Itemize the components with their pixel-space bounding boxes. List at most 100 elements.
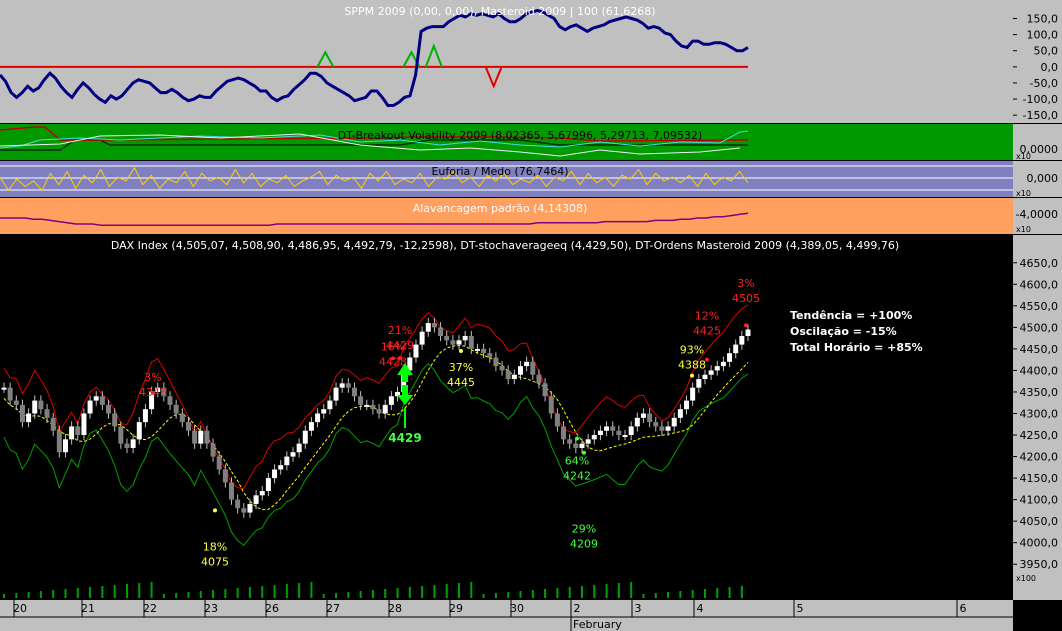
candle-body (499, 366, 505, 371)
candle-body (419, 331, 425, 345)
candle-body (505, 370, 511, 380)
candle-body (653, 422, 659, 427)
signal-pct-label: 93% (680, 344, 704, 357)
volume-bar (458, 583, 461, 598)
signal-price-label: 4428 (379, 355, 407, 368)
alavanc-axis-bg (1013, 198, 1062, 234)
candle-body (222, 469, 228, 483)
volume-bar (248, 587, 251, 598)
volume-bar (396, 588, 399, 598)
signal-pct-label: 16% (381, 340, 405, 353)
candle-body (708, 370, 714, 375)
signal-dot (744, 323, 748, 328)
candle-body (308, 422, 314, 431)
candle-body (382, 404, 388, 414)
candle-body (87, 400, 93, 414)
candle-body (106, 404, 112, 414)
euforia-panel: Euforia / Medo (76,7464) 0,000 x10 (0, 161, 1062, 198)
signal-pct-label: 12% (695, 310, 719, 323)
candle-body (198, 430, 204, 444)
volume-bar (642, 594, 645, 598)
signal-price-label: 4075 (201, 555, 229, 568)
candle-body (192, 430, 198, 444)
candle-body (210, 443, 216, 457)
signal-pct-label: 21% (388, 324, 412, 337)
candle-body (634, 417, 640, 427)
volume-bar (27, 592, 30, 598)
signal-pct-label: 18% (203, 540, 227, 553)
main-tick-label: 4100,0 (1020, 494, 1059, 507)
candle-body (604, 426, 610, 431)
candle-body (216, 456, 222, 470)
sppm-title: SPPM 2009 (0,00, 0,00), Masteroid 2009 |… (344, 5, 655, 18)
volume-bars (3, 582, 743, 598)
candle-body (444, 335, 450, 341)
buy-arrow: 4429 (388, 363, 422, 445)
volume-bar (408, 587, 411, 598)
candle-body (26, 413, 32, 423)
candle-body (628, 426, 634, 436)
main-y-ticks: 4650,0 4600,0 4550,0 4500,0 4450,0 4400,0 4350… (1013, 257, 1058, 571)
candle-body (413, 344, 419, 358)
candle-body (714, 366, 720, 371)
candle-body (585, 439, 591, 444)
main-tick-label: 4600,0 (1020, 278, 1059, 291)
volume-bar (593, 585, 596, 598)
candle-body (376, 409, 382, 414)
candle-body (739, 335, 745, 345)
volume-bar (138, 583, 141, 598)
candle-body (733, 344, 739, 354)
breakout-panel: DT-Breakout Volatility 2009 (8,02365, 5,… (0, 124, 1062, 161)
candle-body (241, 508, 247, 513)
volume-bar (101, 586, 104, 598)
signal-price-label: 4425 (693, 325, 721, 338)
volume-bar (421, 586, 424, 598)
candle-body (253, 495, 259, 504)
signal-price-label: 4429 (386, 339, 414, 352)
candle-body (69, 426, 75, 440)
volume-bar (703, 589, 706, 598)
breakout-multiplier: x10 (1016, 152, 1031, 161)
main-axis-bg (1013, 235, 1062, 600)
sppm-panel: SPPM 2009 (0,00, 0,00), Masteroid 2009 |… (0, 0, 1062, 123)
upper-band-line (3, 304, 749, 490)
alavanc-title: Alavancagem padrão (4,14308) (413, 202, 588, 215)
main-tick-label: 4650,0 (1020, 257, 1059, 270)
main-tick-label: 4350,0 (1020, 386, 1059, 399)
main-price-panel: DAX Index (4,505,07, 4,508,90, 4,486,95,… (0, 235, 1062, 600)
candle-body (579, 443, 585, 448)
sppm-tick-label: 0,0 (1041, 61, 1059, 74)
candle-body (487, 353, 493, 358)
signal-dot (582, 450, 586, 455)
candle-body (388, 396, 394, 405)
sppm-spike (316, 50, 335, 68)
candle-body (684, 400, 690, 410)
sppm-masteroid-line (0, 8, 749, 107)
candle-body (727, 353, 733, 362)
main-tick-label: 4200,0 (1020, 451, 1059, 464)
candle-body (75, 426, 81, 436)
signal-pct-label: 3% (737, 277, 754, 290)
volume-bar (273, 585, 276, 598)
candle-body (745, 329, 751, 336)
candle-body (536, 374, 542, 384)
candle-body (468, 335, 474, 349)
candle-body (640, 413, 646, 418)
candle-body (530, 361, 536, 375)
main-tick-label: 4250,0 (1020, 429, 1059, 442)
volume-bar (89, 587, 92, 598)
candle-body (720, 361, 726, 367)
signal-price-label: 4388 (678, 359, 706, 372)
candle-body (548, 396, 554, 414)
x-tick-label: 2 (574, 602, 581, 615)
volume-bar (691, 590, 694, 598)
candle-body (272, 469, 278, 479)
candle-body (327, 400, 333, 410)
candle-body (671, 417, 677, 427)
candle-body (13, 400, 19, 405)
price-candles (1, 317, 751, 518)
signal-labels: 3%434821%442916%442818%407537%444564%424… (139, 277, 760, 568)
volume-bar (76, 588, 79, 598)
volume-bar (64, 589, 67, 598)
volume-bar (630, 582, 633, 598)
